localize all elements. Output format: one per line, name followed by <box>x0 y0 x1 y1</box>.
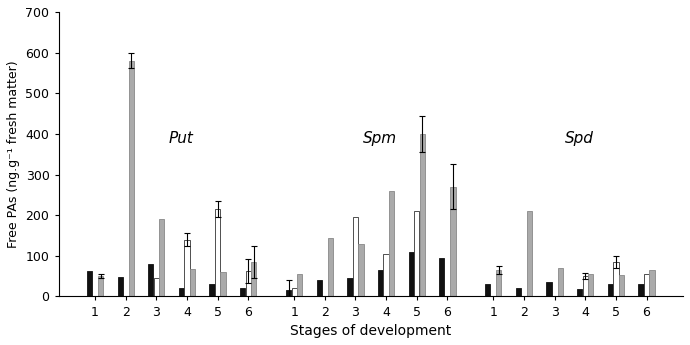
Bar <box>159 219 164 296</box>
Bar <box>210 284 215 296</box>
Bar <box>215 209 220 296</box>
X-axis label: Stages of development: Stages of development <box>290 324 451 338</box>
Bar <box>317 280 322 296</box>
Bar <box>619 275 624 296</box>
Bar <box>292 288 297 296</box>
Bar <box>240 287 246 296</box>
Bar <box>408 252 414 296</box>
Bar <box>353 217 358 296</box>
Bar <box>546 282 552 296</box>
Bar <box>87 271 92 296</box>
Bar <box>451 187 455 296</box>
Bar <box>358 245 364 296</box>
Bar <box>638 284 644 296</box>
Bar <box>577 289 582 296</box>
Bar <box>347 278 353 296</box>
Bar <box>613 262 618 296</box>
Bar <box>588 274 593 296</box>
Bar <box>644 274 649 296</box>
Bar <box>246 271 251 296</box>
Bar <box>190 269 195 296</box>
Bar <box>148 264 153 296</box>
Bar <box>558 268 563 296</box>
Bar <box>117 277 123 296</box>
Bar <box>414 211 420 296</box>
Bar <box>179 288 184 296</box>
Text: Put: Put <box>168 131 193 146</box>
Bar <box>378 270 383 296</box>
Bar <box>154 278 159 296</box>
Bar <box>128 61 134 296</box>
Bar <box>184 239 190 296</box>
Bar <box>384 254 388 296</box>
Bar <box>420 134 425 296</box>
Bar <box>221 272 226 296</box>
Bar <box>582 276 588 296</box>
Bar <box>297 274 302 296</box>
Bar <box>389 191 394 296</box>
Y-axis label: Free PAs (ng.g⁻¹ fresh matter): Free PAs (ng.g⁻¹ fresh matter) <box>7 60 20 248</box>
Text: Spd: Spd <box>564 131 593 146</box>
Bar <box>440 258 444 296</box>
Bar <box>516 287 521 296</box>
Bar <box>98 276 104 296</box>
Bar <box>527 211 532 296</box>
Bar <box>251 262 257 296</box>
Text: Spm: Spm <box>363 131 397 146</box>
Bar <box>328 238 333 296</box>
Bar <box>608 284 613 296</box>
Bar <box>286 290 291 296</box>
Bar <box>485 284 491 296</box>
Bar <box>649 270 655 296</box>
Bar <box>496 270 502 296</box>
